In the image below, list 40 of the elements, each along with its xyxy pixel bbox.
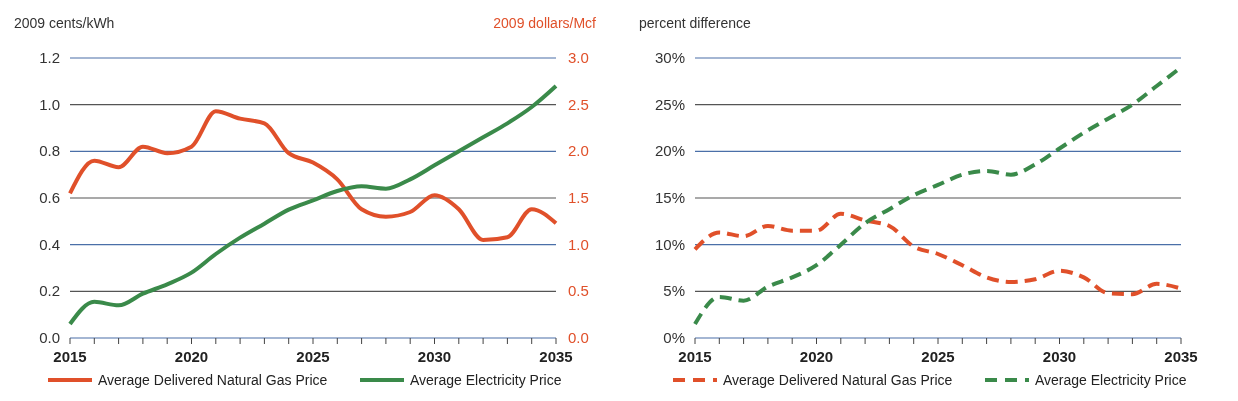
y-tick-label: 0.2 — [39, 282, 60, 300]
x-tick-label: 2035 — [539, 348, 573, 365]
y-tick-label: 0.4 — [39, 235, 60, 253]
y-tick-label: 10% — [654, 235, 685, 253]
y-tick-label: 1.2 — [39, 49, 60, 66]
legend-label: Average Delivered Natural Gas Price — [98, 372, 328, 388]
x-tick-label: 2025 — [296, 348, 330, 365]
y2-tick-label: 1.0 — [568, 235, 589, 253]
x-tick-label: 2030 — [1042, 348, 1077, 365]
x-tick-label: 2035 — [1164, 348, 1198, 365]
legend-label: Average Electricity Price — [410, 372, 562, 388]
line-series — [68, 84, 558, 326]
y-tick-label: 0.0 — [39, 329, 60, 346]
x-tick-label: 2025 — [921, 348, 955, 365]
legend-label: Average Electricity Price — [1035, 372, 1187, 388]
y-axis-title: percent difference — [639, 15, 752, 31]
y-tick-label: 30% — [654, 49, 685, 66]
y-tick-label: 25% — [654, 95, 685, 113]
y-tick-label: 0% — [663, 329, 685, 346]
x-tick-label: 2015 — [678, 348, 712, 365]
y2-tick-label: 3.0 — [568, 49, 589, 66]
y2-tick-label: 0.0 — [568, 329, 589, 346]
line-series — [68, 109, 558, 242]
y2-tick-label: 2.0 — [568, 142, 589, 160]
x-tick-label: 2020 — [174, 348, 209, 365]
y2-tick-label: 1.5 — [568, 189, 589, 206]
y2-tick-label: 0.5 — [568, 282, 589, 300]
y-axis-title: 2009 cents/kWh — [14, 15, 115, 31]
y-tick-label: 15% — [654, 189, 685, 206]
y-tick-label: 5% — [663, 282, 685, 300]
y-tick-label: 1.0 — [39, 95, 60, 113]
x-tick-label: 2020 — [799, 348, 834, 365]
y-tick-label: 0.6 — [39, 189, 60, 206]
y2-axis-title: 2009 dollars/Mcf — [493, 15, 597, 31]
x-tick-label: 2015 — [53, 348, 87, 365]
x-tick-label: 2030 — [417, 348, 452, 365]
y-tick-label: 20% — [654, 142, 685, 160]
legend-label: Average Delivered Natural Gas Price — [723, 372, 953, 388]
y-tick-label: 0.8 — [39, 142, 60, 160]
y2-tick-label: 2.5 — [568, 95, 589, 113]
